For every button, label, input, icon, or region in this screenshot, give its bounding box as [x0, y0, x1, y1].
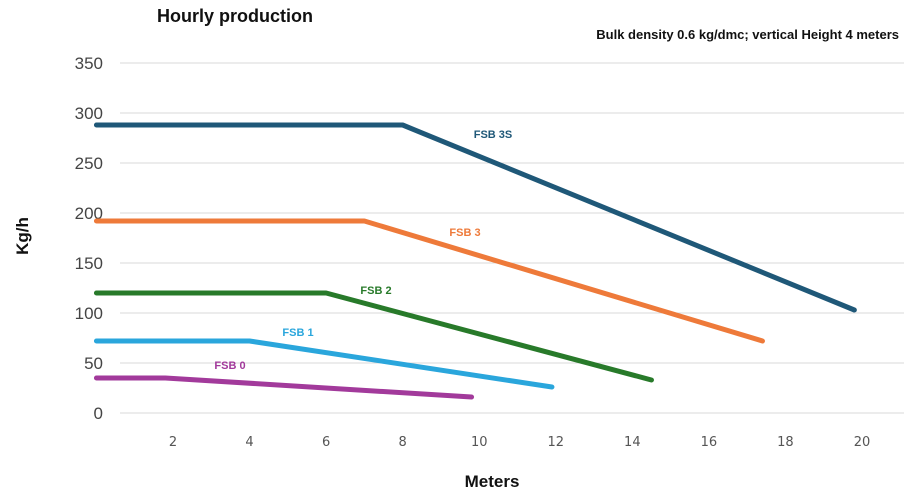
series-lines	[93, 122, 857, 400]
series-label: FSB 2	[360, 285, 391, 297]
y-tick-labels: 0 50 100 150 200 250 300 350	[75, 54, 103, 423]
chart-subtitle: Bulk density 0.6 kg/dmc; vertical Height…	[596, 27, 899, 42]
grid-lines	[120, 62, 904, 414]
x-axis-label: Meters	[465, 472, 520, 491]
y-axis-label: Kg/h	[13, 217, 32, 255]
x-tick-label: 20	[854, 435, 871, 450]
y-tick-label: 200	[75, 204, 103, 223]
series-label: FSB 3S	[474, 129, 513, 141]
y-tick-label: 0	[94, 404, 103, 423]
y-tick-label: 350	[75, 54, 103, 73]
series-line	[93, 375, 475, 400]
series-label: FSB 3	[449, 227, 480, 239]
x-tick-label: 6	[322, 435, 330, 450]
series-line	[93, 290, 654, 383]
x-tick-label: 4	[245, 435, 253, 450]
y-tick-label: 50	[84, 354, 103, 373]
x-tick-labels: 2 4 6 8 10 12 14 16 18 20	[169, 435, 870, 450]
y-tick-label: 100	[75, 304, 103, 323]
x-tick-label: 10	[471, 435, 488, 450]
x-tick-label: 14	[624, 435, 641, 450]
y-tick-label: 250	[75, 154, 103, 173]
y-tick-label: 300	[75, 104, 103, 123]
x-tick-label: 8	[399, 435, 407, 450]
x-tick-label: 2	[169, 435, 177, 450]
series-labels: FSB 3S FSB 3 FSB 2 FSB 1 FSB 0	[214, 129, 512, 372]
series-label: FSB 1	[282, 327, 313, 339]
x-tick-label: 16	[701, 435, 718, 450]
y-tick-label: 150	[75, 254, 103, 273]
series-line	[93, 338, 555, 390]
series-label: FSB 0	[214, 360, 245, 372]
series-line	[93, 218, 765, 344]
x-tick-label: 12	[548, 435, 565, 450]
chart-title: Hourly production	[157, 6, 313, 26]
x-tick-label: 18	[777, 435, 794, 450]
series-line	[93, 122, 857, 313]
